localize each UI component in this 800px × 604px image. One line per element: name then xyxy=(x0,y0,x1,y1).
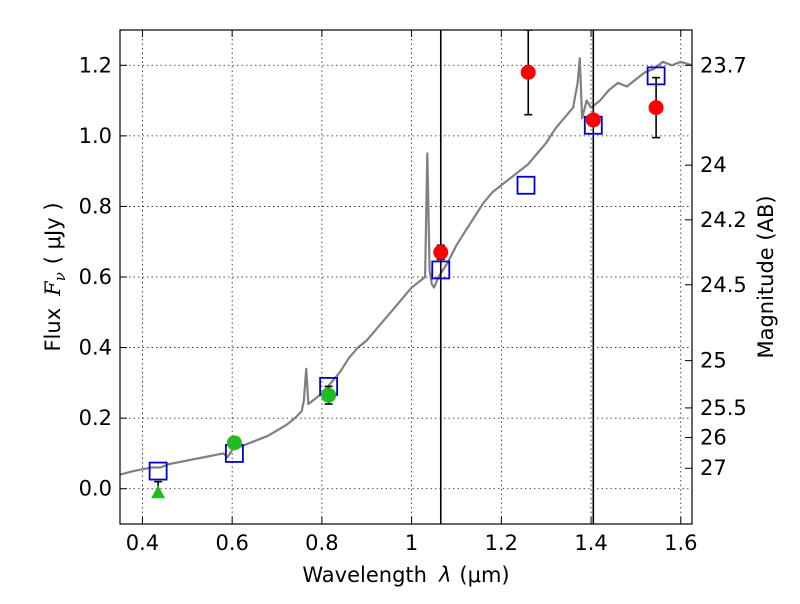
x-axis-label: Wavelength λ (μm) xyxy=(302,563,509,587)
grid-layer xyxy=(120,30,692,524)
plot-layer xyxy=(120,30,692,524)
y2-tick-label: 24.5 xyxy=(700,273,747,297)
y-tick-label: 0.8 xyxy=(79,194,112,218)
x-tick-label: 0.6 xyxy=(215,531,248,555)
x-tick-label: 1.2 xyxy=(485,531,518,555)
y-tick-label: 1.2 xyxy=(79,53,112,77)
y2-tick-label: 25 xyxy=(700,349,727,373)
x-tick-label: 1.4 xyxy=(574,531,607,555)
circle-marker xyxy=(648,100,664,116)
y2-tick-label: 23.7 xyxy=(700,53,747,77)
y-tick-label: 0.4 xyxy=(79,336,112,360)
circle-marker xyxy=(585,112,601,128)
y2-tick-label: 24 xyxy=(700,153,727,177)
y2-tick-layer: 23.7 24 24.2 24.5 25 25.5 26 27 xyxy=(685,53,747,480)
x-tick-layer: 0.4 0.6 0.8 1 1.2 1.4 1.6 xyxy=(126,30,697,555)
y2-tick-label: 24.2 xyxy=(700,208,747,232)
y-tick-label: 0.6 xyxy=(79,265,112,289)
circle-marker xyxy=(226,435,242,451)
plot-clipped-group xyxy=(120,30,692,524)
circle-marker xyxy=(520,64,536,80)
y2-tick-label: 26 xyxy=(700,426,727,450)
y-tick-label: 0.0 xyxy=(79,477,112,501)
square-marker xyxy=(431,260,451,280)
y2-axis-label: Magnitude (AB) xyxy=(754,195,778,358)
y-tick-label: 0.2 xyxy=(79,406,112,430)
x-tick-label: 0.8 xyxy=(305,531,338,555)
model-spectrum-line xyxy=(120,57,692,476)
y2-tick-label: 25.5 xyxy=(700,396,747,420)
circle-marker xyxy=(321,387,337,403)
triangle-marker xyxy=(151,485,166,499)
square-marker xyxy=(148,461,168,481)
y-axis-label: FluxFν( μJy ) xyxy=(41,202,69,351)
circle-marker xyxy=(433,244,449,260)
x-tick-label: 0.4 xyxy=(126,531,159,555)
x-tick-label: 1.6 xyxy=(664,531,697,555)
y-tick-label: 1.0 xyxy=(79,124,112,148)
y2-tick-label: 27 xyxy=(700,456,727,480)
square-marker xyxy=(516,175,536,195)
x-tick-label: 1 xyxy=(405,531,418,555)
y-tick-layer: 0.0 0.2 0.4 0.6 0.8 1.0 1.2 xyxy=(79,53,127,501)
